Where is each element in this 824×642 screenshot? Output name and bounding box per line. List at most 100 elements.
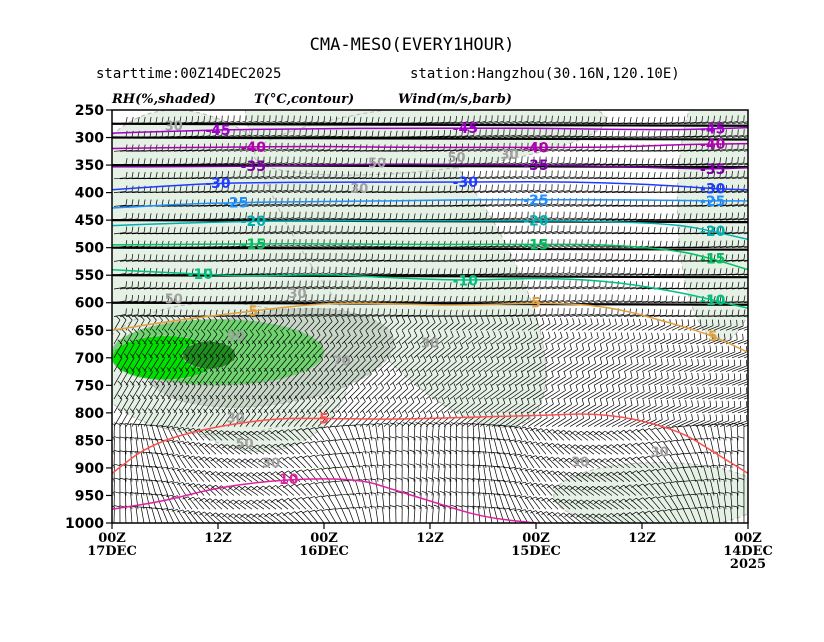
rh-contour-label: 30 <box>571 455 589 470</box>
x-tick-label: 15DEC <box>511 544 561 559</box>
x-tick-label: 00Z <box>734 531 762 546</box>
y-tick-label: 250 <box>75 103 104 119</box>
temperature-contour-label: -10 <box>700 293 726 309</box>
rh-contour-label: 30 <box>500 148 518 163</box>
temperature-contour <box>112 199 748 209</box>
temperature-contour-label: -40 <box>700 137 726 153</box>
temperature-contour-labels: -45 -45 -45-40 -40 -40-35 -35 -35-30 -30 -30-25-… <box>188 121 726 488</box>
starttime-label: starttime:00Z14DEC2025 <box>96 66 281 82</box>
y-tick-label: 550 <box>75 268 104 284</box>
y-tick-label: 650 <box>75 323 104 339</box>
rh-contour-label: 50 <box>368 156 386 171</box>
x-tick-label: 12Z <box>416 531 444 546</box>
temperature-contour-label: -45 <box>453 121 478 137</box>
temperature-contour-label: -20 <box>700 224 726 240</box>
x-tick-label: 14DEC <box>723 544 773 559</box>
temperature-contour-label: 5 <box>708 329 718 345</box>
temperature-contour-label: -15 <box>700 252 725 268</box>
temperature-contour <box>112 219 748 241</box>
wind-barbs <box>112 115 748 523</box>
temperature-contours <box>112 126 748 523</box>
temperature-contour-label: 5 <box>319 411 329 427</box>
y-tick-label: 950 <box>75 489 104 505</box>
legend-rh: RH(%,shaded) <box>111 92 216 107</box>
y-tick-label: 1000 <box>65 516 104 532</box>
temperature-contour-label: -30 <box>453 175 479 191</box>
rh-contour-label: 70 <box>333 355 351 370</box>
y-tick-label: 400 <box>75 186 104 202</box>
rh-contour-label: 90 <box>227 330 245 345</box>
temperature-contour-label: -25 <box>223 196 248 212</box>
temperature-contour-label: -40 <box>241 140 267 156</box>
temperature-contour-label: -45 <box>205 123 230 139</box>
rh-region <box>182 340 237 370</box>
barb-row-line <box>112 301 748 306</box>
y-tick-label: 700 <box>75 351 104 367</box>
rh-contour-label: 50 <box>235 437 253 452</box>
legend-temp: T(°C,contour) <box>254 92 354 107</box>
barb-row-line <box>112 122 748 127</box>
temperature-contour <box>112 413 748 475</box>
x-tick-label: 17DEC <box>87 544 137 559</box>
temperature-contour-label: -20 <box>241 214 267 230</box>
rh-contour-label: 30 <box>165 119 183 134</box>
temperature-contour-label: -15 <box>241 237 266 253</box>
temperature-contour <box>112 142 748 150</box>
rh-contour-label: 50 <box>165 292 183 307</box>
chart-title: CMA-MESO(EVERY1HOUR) <box>310 35 515 55</box>
barb-row-line <box>112 246 748 251</box>
y-tick-label: 800 <box>75 406 104 422</box>
x-tick-label: 12Z <box>204 531 232 546</box>
y-tick-label: 600 <box>75 296 104 312</box>
temperature-contour-label: -25 <box>700 194 725 210</box>
legend-wind: Wind(m/s,barb) <box>398 92 512 107</box>
x-tick-label: 16DEC <box>299 544 349 559</box>
temperature-contour-label: -40 <box>523 140 549 156</box>
temperature-contour-label: 10 <box>279 472 299 488</box>
temperature-contour-label: -35 <box>523 158 548 174</box>
temperature-contour <box>112 478 537 523</box>
rh-contour-label: 30 <box>262 456 280 471</box>
temperature-contour-label: -10 <box>188 267 214 283</box>
temperature-contour-label: -25 <box>523 193 548 209</box>
rh-shading <box>112 110 748 523</box>
y-tick-label: 900 <box>75 461 104 477</box>
temperature-contour-label: -20 <box>523 214 549 230</box>
station-label: station:Hangzhou(30.16N,120.10E) <box>410 66 680 82</box>
y-tick-label: 750 <box>75 378 104 394</box>
y-tick-label: 850 <box>75 433 104 449</box>
temperature-contour <box>112 302 748 353</box>
temperature-contour-label: -35 <box>700 162 725 178</box>
x-tick-label: 12Z <box>628 531 656 546</box>
rh-contour-label: 30 <box>288 287 306 302</box>
temperature-contour-label: -10 <box>453 274 479 290</box>
temperature-contour <box>112 163 748 170</box>
x-tick-label: 00Z <box>98 531 126 546</box>
temperature-contour-label: -35 <box>241 159 266 175</box>
temperature-contour <box>112 126 748 134</box>
temperature-contour-label: -45 <box>700 122 725 138</box>
x-tick-label: 2025 <box>730 557 766 572</box>
temperature-contour-label: 5 <box>531 296 541 312</box>
y-tick-label: 350 <box>75 158 104 174</box>
x-tick-label: 00Z <box>310 531 338 546</box>
y-tick-label: 300 <box>75 131 104 147</box>
rh-contour-label: 30 <box>421 336 439 351</box>
y-axis: 250 300 350 400 450 500 550 600 650 700 750 800 850 9… <box>65 103 112 532</box>
temperature-contour-label: 5 <box>248 304 258 320</box>
x-tick-label: 00Z <box>522 531 550 546</box>
y-tick-label: 500 <box>75 241 104 257</box>
rh-contour-label: 30 <box>227 411 245 426</box>
rh-contour-label: 30 <box>350 182 368 197</box>
temperature-contour <box>112 243 748 271</box>
rh-contour-label: 50 <box>447 151 465 166</box>
y-tick-label: 450 <box>75 213 104 229</box>
temperature-contour-label: -15 <box>523 237 548 253</box>
temperature-contour <box>112 181 748 191</box>
temperature-contour <box>112 268 748 309</box>
